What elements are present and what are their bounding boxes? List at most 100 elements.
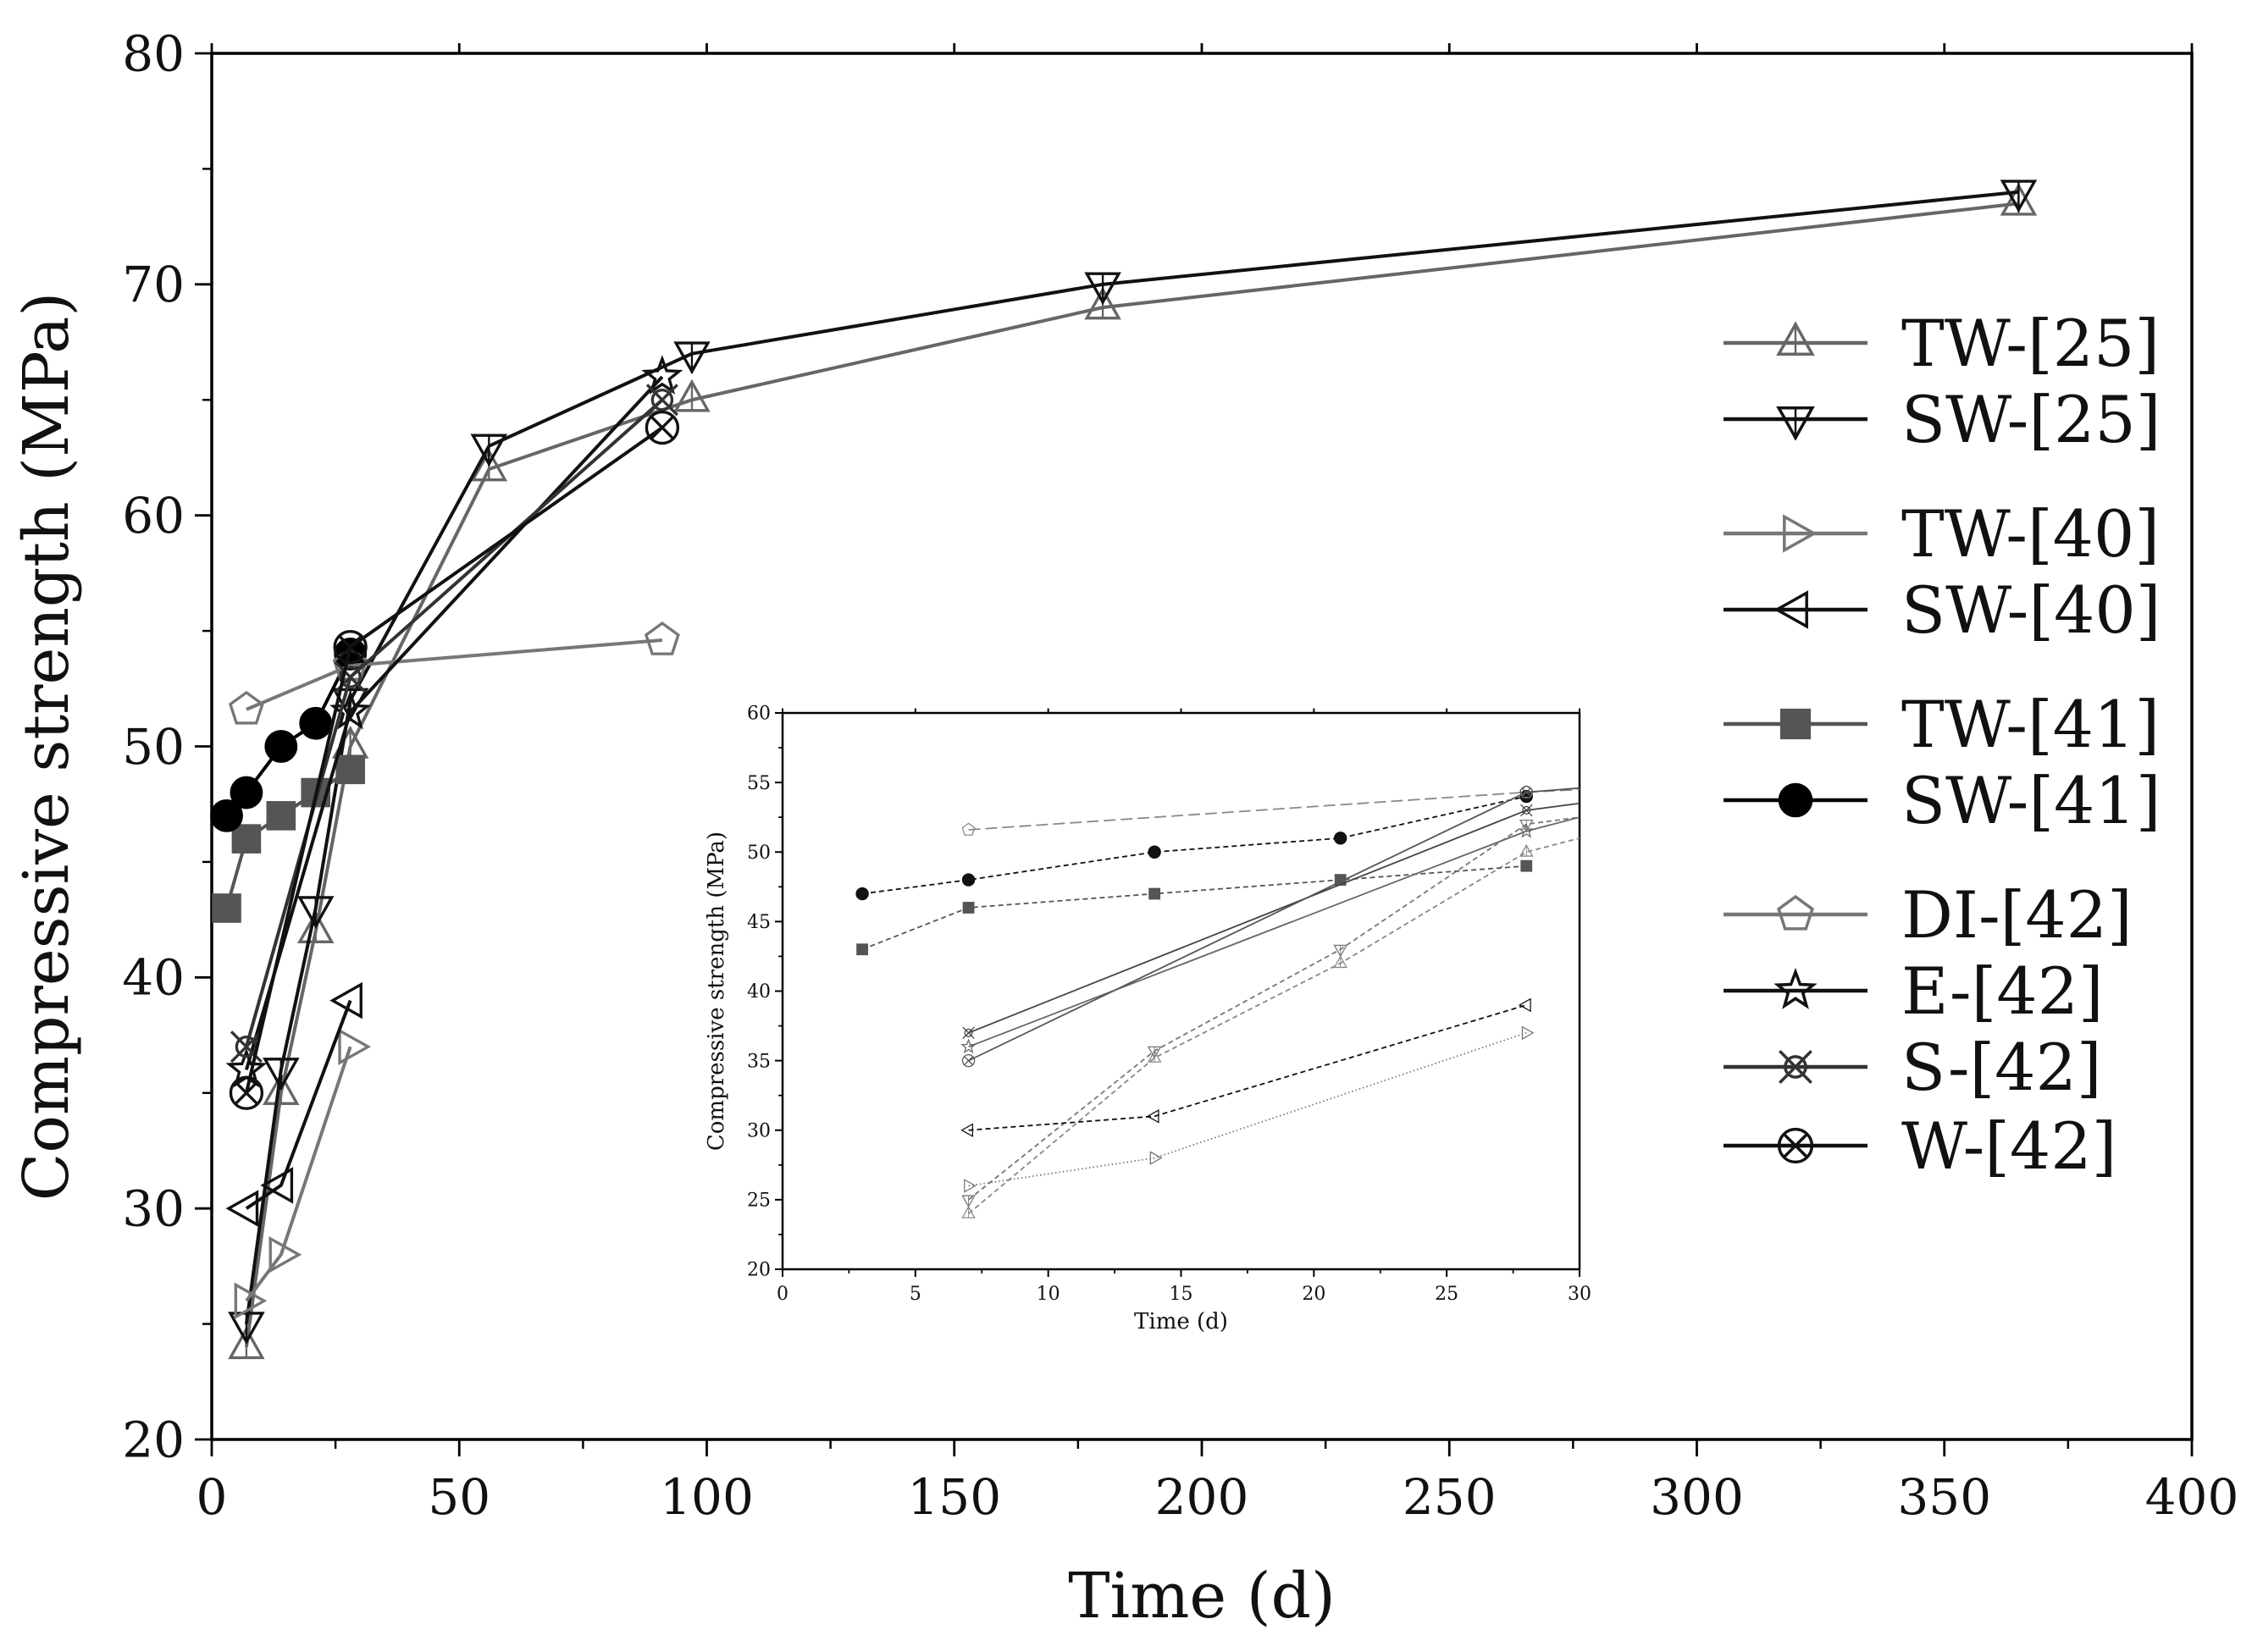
inset-series-TW-[40] <box>964 1025 1535 1193</box>
inset-line-E-[42] <box>968 816 1580 1048</box>
main-ytick-label: 70 <box>122 256 185 313</box>
main-point-SW-[41] <box>210 798 243 832</box>
inset-point-DI-[42] <box>961 822 976 836</box>
main-point-TW-[41] <box>335 754 365 785</box>
inset-xtick-label: 25 <box>1435 1284 1458 1305</box>
inset-point-SW-[41] <box>855 887 869 901</box>
inset-ytick-label: 50 <box>747 843 771 864</box>
main-point-SW-[41] <box>299 706 333 740</box>
main-point-TW-[41] <box>212 893 241 923</box>
inset-point-TW-[41] <box>1520 859 1533 872</box>
inset-ytick-label: 30 <box>747 1120 771 1141</box>
inset-point-W-[42] <box>961 1053 976 1068</box>
main-xtick-label: 200 <box>1155 1468 1249 1526</box>
main-xtick-label: 0 <box>196 1468 228 1526</box>
inset-point-TW-[41] <box>856 943 869 956</box>
main-point-DI-[42] <box>228 690 264 725</box>
legend-marker <box>1783 514 1818 553</box>
inset-ytick-label: 55 <box>747 773 771 794</box>
legend-entry-S-[42]: S-[42] <box>1724 1030 2102 1105</box>
inset-point-SW-[41] <box>1148 845 1161 859</box>
main-xtick-label: 350 <box>1897 1468 1991 1526</box>
legend-entry-SW-[25]: SW-[25] <box>1724 382 2161 457</box>
main-point-SW-[41] <box>264 730 298 763</box>
legend-label: TW-[40] <box>1901 496 2160 572</box>
inset-point-SW-[41] <box>961 873 976 887</box>
legend-label: TW-[41] <box>1901 687 2160 762</box>
main-series-S-[42] <box>230 384 678 1064</box>
legend-label: SW-[40] <box>1901 572 2161 648</box>
main-line-W-[42] <box>244 426 664 1094</box>
main-line-TW-[25] <box>244 202 2019 1348</box>
main-series-TW-[25] <box>228 182 2038 1360</box>
main-series-TW-[41] <box>212 754 365 923</box>
legend: TW-[25]SW-[25] TW-[40]SW-[40] TW-[41]SW-[4… <box>1724 306 2161 1184</box>
inset-series-TW-[25] <box>961 837 1580 1218</box>
legend-entry-DI-[42]: DI-[42] <box>1724 877 2133 953</box>
inset-ytick-label: 45 <box>747 912 771 933</box>
main-point-S-[42]-x2 <box>230 1030 263 1064</box>
inset-point-S-[42]-x2 <box>962 1026 975 1040</box>
main-point-W-[42]-x2 <box>234 1080 259 1105</box>
inset-xtick-label: 30 <box>1568 1284 1591 1305</box>
inset-point-TW-[41] <box>1148 887 1161 900</box>
legend-marker <box>1784 1055 1807 1079</box>
inset-ytick-label: 25 <box>747 1191 771 1212</box>
main-point-S-[42] <box>650 389 674 412</box>
main-point-E-[42] <box>641 355 683 395</box>
inset-point-SW-[40] <box>1518 997 1531 1013</box>
legend-entry-TW-[25]: TW-[25] <box>1724 306 2160 381</box>
legend-entry-SW-[40]: SW-[40] <box>1724 572 2161 648</box>
main-line-DI-[42] <box>246 638 663 711</box>
main-ytick-label: 50 <box>122 718 185 776</box>
legend-label: W-[42] <box>1901 1108 2116 1184</box>
legend-marker <box>1777 894 1814 931</box>
main-series-DI-[42] <box>228 621 680 725</box>
inset-ytick-label: 20 <box>747 1260 771 1281</box>
main-point-W-[42] <box>229 1075 264 1110</box>
main-point-W-[42]-x2 <box>650 415 675 440</box>
inset-ytick-label: 40 <box>747 981 771 1003</box>
main-series-TW-[40] <box>234 1028 372 1320</box>
legend-entry-SW-[41]: SW-[41] <box>1724 763 2161 838</box>
inset-point-E-[42] <box>960 1038 977 1054</box>
inset-point-W-[42]-x2 <box>1521 787 1531 798</box>
main-ytick-label: 60 <box>122 487 185 544</box>
inset-point-W-[42]-x2 <box>964 1056 973 1066</box>
legend-label: SW-[41] <box>1901 763 2161 838</box>
inset-series-SW-[40] <box>960 997 1531 1138</box>
inset-plot: 0 5 10 15 20 25 30 20 25 30 35 40 45 50 55 60 Time (d) Co… <box>704 704 1591 1334</box>
main-x-axis-title: Time (d) <box>1068 1560 1336 1633</box>
legend-marker-x2 <box>1779 1050 1812 1084</box>
inset-point-TW-[40] <box>1149 1151 1163 1165</box>
inset-series-TW-[41] <box>856 859 1533 956</box>
legend-marker <box>1777 1127 1814 1164</box>
main-ytick-label: 40 <box>122 949 185 1007</box>
inset-x-axis-title: Time (d) <box>1134 1309 1228 1334</box>
legend-marker <box>1773 967 1818 1009</box>
legend-label: SW-[25] <box>1901 382 2161 457</box>
main-point-W-[42]-x2 <box>338 634 362 660</box>
inset-point-TW-[41] <box>962 902 975 914</box>
inset-xtick-label: 15 <box>1170 1284 1193 1305</box>
main-series-E-[42] <box>225 355 683 1088</box>
inset-point-TW-[40] <box>1521 1025 1535 1041</box>
main-y-axis-title: Compressive strength (MPa) <box>10 292 83 1202</box>
inset-point-S-[42] <box>964 1028 973 1037</box>
inset-line-SW-[40] <box>968 1004 1527 1131</box>
legend-marker <box>1778 782 1813 818</box>
main-point-SW-[40] <box>329 981 362 1019</box>
inset-ytick-label: 35 <box>747 1051 771 1072</box>
main-xtick-label: 250 <box>1403 1468 1497 1526</box>
legend-label: E-[42] <box>1901 953 2104 1029</box>
main-point-TW-[40] <box>234 1282 268 1320</box>
inset-point-E-[42] <box>1518 822 1535 838</box>
main-xtick-label: 100 <box>660 1468 754 1526</box>
legend-entry-TW-[40]: TW-[40] <box>1724 496 2160 572</box>
main-point-TW-[40] <box>268 1235 302 1274</box>
inset-xtick-label: 20 <box>1302 1284 1325 1305</box>
legend-label: S-[42] <box>1901 1030 2102 1105</box>
main-xtick-label: 150 <box>907 1468 1001 1526</box>
main-xtick-label: 50 <box>428 1468 490 1526</box>
